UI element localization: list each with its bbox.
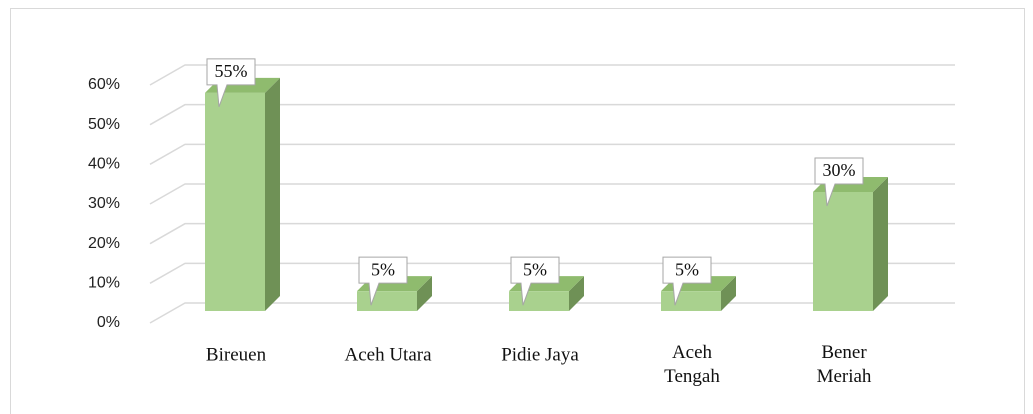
y-tick-label: 40% bbox=[88, 156, 120, 173]
data-label-box bbox=[206, 58, 256, 108]
grid-line bbox=[149, 143, 955, 165]
y-tick-label: 10% bbox=[88, 275, 120, 292]
y-tick-label: 50% bbox=[88, 116, 120, 133]
y-tick-label: 0% bbox=[97, 314, 120, 331]
x-tick-label: Aceh Utara bbox=[344, 344, 432, 365]
data-label-box bbox=[814, 157, 864, 207]
y-tick-label: 60% bbox=[88, 76, 120, 93]
bar bbox=[509, 291, 569, 311]
data-label: 5% bbox=[523, 259, 547, 279]
bar-side bbox=[265, 77, 280, 311]
x-tick-label: Aceh Tengah bbox=[664, 342, 720, 387]
grid-line bbox=[149, 103, 955, 126]
bar-side bbox=[721, 276, 736, 311]
y-tick-label: 30% bbox=[88, 195, 120, 212]
x-tick-label: Bireuen bbox=[206, 344, 267, 365]
x-tick-label: Pidie Jaya bbox=[501, 344, 579, 365]
bar-side bbox=[569, 276, 584, 311]
x-tick-label: Bener Meriah bbox=[817, 342, 872, 387]
data-label: 55% bbox=[215, 61, 248, 81]
grid-line bbox=[149, 222, 955, 245]
data-label: 5% bbox=[675, 259, 699, 279]
y-tick-label: 20% bbox=[88, 235, 120, 252]
bar-side bbox=[417, 276, 432, 311]
bar bbox=[205, 92, 265, 311]
data-label: 30% bbox=[823, 160, 856, 180]
grid-line bbox=[149, 64, 955, 86]
data-label-box bbox=[510, 256, 560, 306]
data-label: 5% bbox=[371, 259, 395, 279]
data-label-box bbox=[662, 256, 712, 306]
grid-line bbox=[149, 183, 955, 205]
bar-side bbox=[873, 177, 888, 311]
data-label-box bbox=[358, 256, 408, 306]
bar bbox=[357, 291, 417, 311]
bar bbox=[661, 291, 721, 311]
bar bbox=[813, 192, 873, 311]
